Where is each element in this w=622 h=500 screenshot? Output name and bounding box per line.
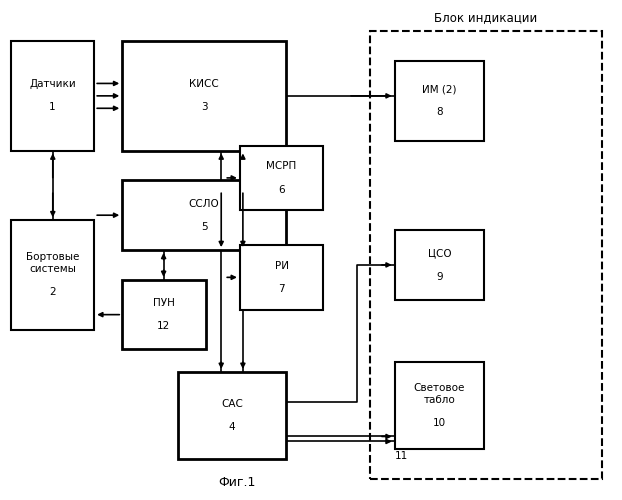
Text: ЦСО

9: ЦСО 9 xyxy=(428,248,452,282)
Text: ПУН

12: ПУН 12 xyxy=(153,298,175,331)
Text: КИСС

3: КИСС 3 xyxy=(189,80,219,112)
FancyBboxPatch shape xyxy=(394,230,485,300)
FancyBboxPatch shape xyxy=(122,280,206,349)
FancyBboxPatch shape xyxy=(394,61,485,140)
FancyBboxPatch shape xyxy=(122,41,286,150)
Text: МСРП

6: МСРП 6 xyxy=(266,162,297,194)
Text: Датчики

1: Датчики 1 xyxy=(29,79,76,112)
FancyBboxPatch shape xyxy=(11,220,95,330)
FancyBboxPatch shape xyxy=(11,41,95,150)
Text: Бортовые
системы

2: Бортовые системы 2 xyxy=(26,252,79,298)
Text: Фиг.1: Фиг.1 xyxy=(218,476,256,488)
Text: САС

4: САС 4 xyxy=(221,398,243,432)
Text: ССЛО

5: ССЛО 5 xyxy=(189,198,220,232)
FancyBboxPatch shape xyxy=(370,31,602,478)
FancyBboxPatch shape xyxy=(122,180,286,250)
Text: ИМ (2)

8: ИМ (2) 8 xyxy=(422,84,457,117)
FancyBboxPatch shape xyxy=(394,362,485,449)
FancyBboxPatch shape xyxy=(240,146,323,210)
Text: 11: 11 xyxy=(394,452,408,462)
FancyBboxPatch shape xyxy=(240,245,323,310)
FancyBboxPatch shape xyxy=(178,372,286,459)
Text: РИ

7: РИ 7 xyxy=(274,260,289,294)
Text: Световое
табло

10: Световое табло 10 xyxy=(414,383,465,428)
Text: Блок индикации: Блок индикации xyxy=(434,11,537,24)
